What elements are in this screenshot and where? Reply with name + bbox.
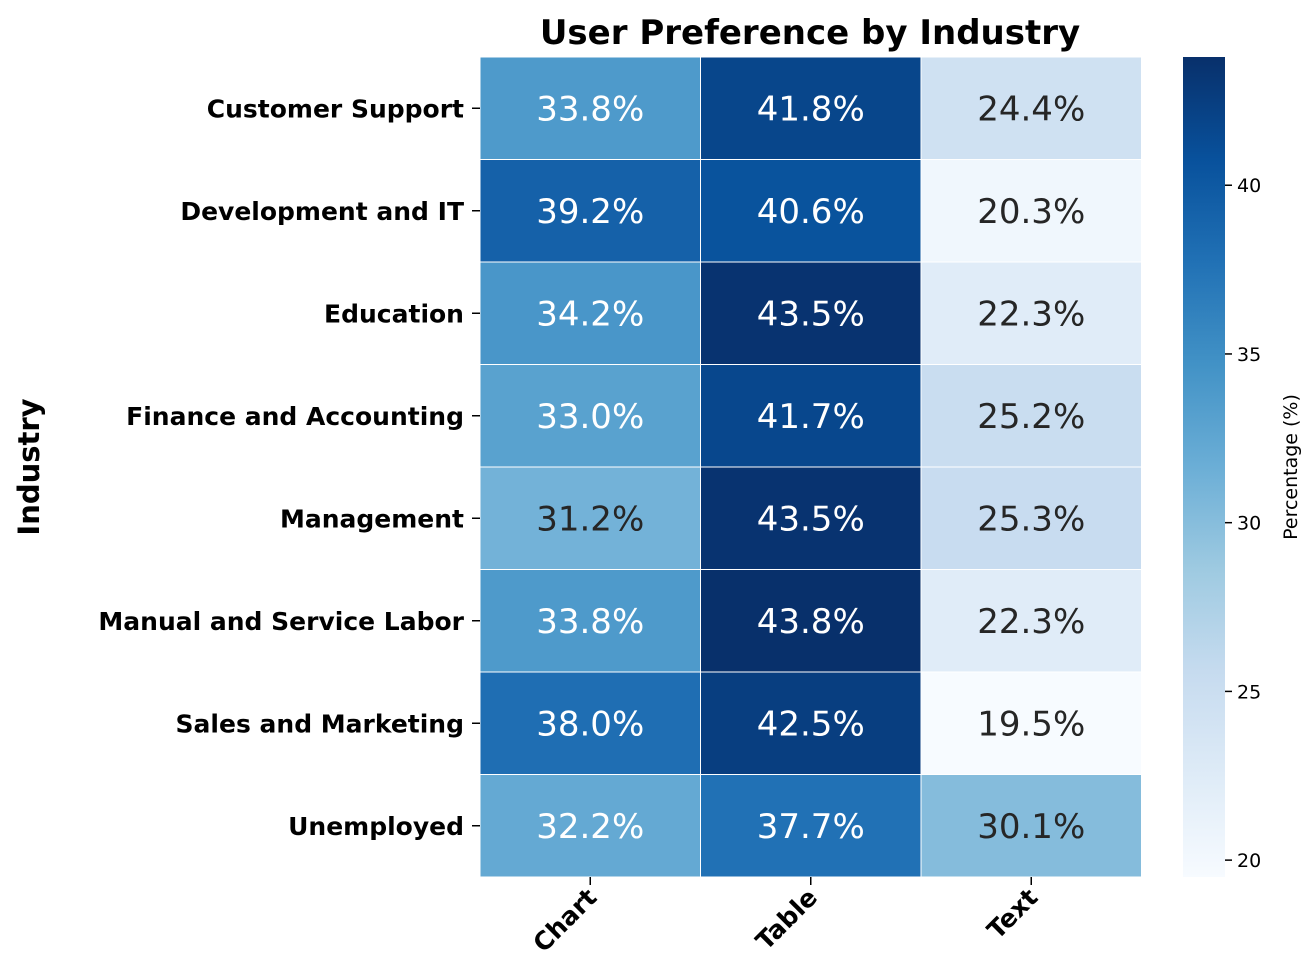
column-label: Text: [981, 883, 1043, 945]
heatmap-cell: [700, 569, 922, 673]
heatmap-cell: [920, 671, 1142, 775]
cell-value-label: 41.8%: [757, 89, 865, 129]
cell-value-label: 34.2%: [536, 294, 644, 334]
row-labels: Customer Support Development and IT Educat…: [98, 94, 480, 841]
heatmap-cells: 33.8% 41.8% 24.4% 39.2% 40.6% 20.3% 34.2% 43.5%…: [479, 56, 1142, 878]
heatmap-cell: [920, 159, 1142, 263]
cell-value-label: 43.8%: [757, 602, 865, 642]
heatmap-cell: [920, 364, 1142, 468]
cell-value-label: 22.3%: [977, 294, 1085, 334]
cell-value-label: 19.5%: [977, 704, 1085, 744]
cell-value-label: 25.3%: [977, 499, 1085, 539]
heatmap-cell: [479, 774, 701, 878]
cell-value-label: 39.2%: [536, 192, 644, 232]
colorbar-tick-label: 25: [1237, 681, 1261, 703]
cell-value-label: 37.7%: [757, 807, 865, 847]
cell-value-label: 40.6%: [757, 192, 865, 232]
heatmap-cell: [700, 466, 922, 570]
cell-value-label: 33.0%: [536, 397, 644, 437]
cell-value-label: 20.3%: [977, 192, 1085, 232]
colorbar: 20 25 30 35 40: [1183, 57, 1261, 877]
heatmap-cell: [920, 466, 1142, 570]
row-label: Finance and Accounting: [126, 402, 464, 431]
row-label: Manual and Service Labor: [98, 607, 464, 636]
heatmap-cell: [700, 56, 922, 160]
heatmap-cell: [700, 671, 922, 775]
heatmap-cell: [920, 774, 1142, 878]
column-label: Table: [750, 883, 823, 954]
row-label: Sales and Marketing: [176, 709, 464, 738]
cell-value-label: 42.5%: [757, 704, 865, 744]
column-labels: Chart Table Text: [527, 877, 1044, 954]
colorbar-tick-label: 35: [1237, 344, 1261, 366]
y-axis-label: Industry: [12, 398, 46, 535]
cell-value-label: 22.3%: [977, 602, 1085, 642]
heatmap-cell: [920, 56, 1142, 160]
heatmap-cell: [700, 261, 922, 365]
heatmap-cell: [700, 774, 922, 878]
heatmap-cell: [479, 671, 701, 775]
heatmap-cell: [479, 159, 701, 263]
colorbar-label: Percentage (%): [1280, 394, 1302, 540]
column-label: Chart: [527, 883, 602, 954]
row-label: Development and IT: [180, 197, 464, 226]
cell-value-label: 30.1%: [977, 807, 1085, 847]
cell-value-label: 41.7%: [757, 397, 865, 437]
colorbar-tick-label: 30: [1237, 513, 1261, 535]
row-label: Unemployed: [288, 812, 464, 841]
colorbar-gradient: [1183, 57, 1225, 877]
cell-value-label: 31.2%: [536, 499, 644, 539]
heatmap-cell: [479, 364, 701, 468]
row-label: Customer Support: [207, 94, 464, 123]
heatmap-cell: [479, 56, 701, 160]
cell-value-label: 32.2%: [536, 807, 644, 847]
cell-value-label: 33.8%: [536, 89, 644, 129]
cell-value-label: 43.5%: [757, 294, 865, 334]
chart-title: User Preference by Industry: [540, 13, 1080, 53]
row-label: Education: [324, 299, 464, 328]
heatmap-cell: [920, 569, 1142, 673]
cell-value-label: 43.5%: [757, 499, 865, 539]
heatmap-cell: [700, 159, 922, 263]
cell-value-label: 33.8%: [536, 602, 644, 642]
cell-value-label: 25.2%: [977, 397, 1085, 437]
heatmap-cell: [479, 466, 701, 570]
colorbar-tick-label: 20: [1237, 850, 1261, 872]
cell-value-label: 38.0%: [536, 704, 644, 744]
colorbar-tick-label: 40: [1237, 175, 1261, 197]
row-label: Management: [280, 504, 464, 533]
cell-value-label: 24.4%: [977, 89, 1085, 129]
